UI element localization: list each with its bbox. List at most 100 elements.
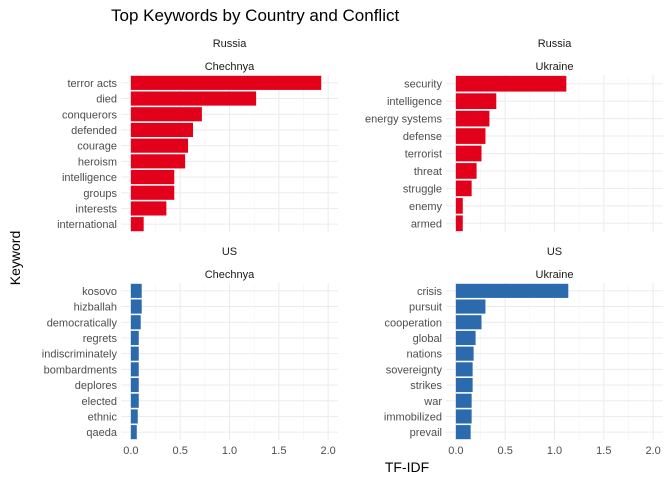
y-tick-label: immobilized xyxy=(384,411,442,423)
y-tick-label: security xyxy=(404,79,442,91)
y-tick-label: bombardments xyxy=(44,364,118,376)
y-tick-label: war xyxy=(423,396,442,408)
y-tick-label: threat xyxy=(414,166,442,178)
x-axis-title: TF-IDF xyxy=(385,459,429,475)
bar xyxy=(455,393,472,408)
bar xyxy=(130,122,194,138)
bar xyxy=(455,93,497,110)
bar xyxy=(130,346,139,361)
bar xyxy=(130,201,167,216)
bar xyxy=(455,145,482,162)
y-tick-label: cooperation xyxy=(385,317,443,329)
bar xyxy=(455,330,476,346)
x-tick-label: 2.0 xyxy=(320,445,335,457)
bar xyxy=(455,110,490,127)
bar xyxy=(455,409,472,424)
bar xyxy=(130,393,139,408)
y-tick-label: defended xyxy=(71,125,117,137)
facet-label-conflict: Ukraine xyxy=(536,61,574,73)
y-tick-label: struggle xyxy=(403,183,442,195)
facet-label-country: US xyxy=(547,246,562,258)
y-tick-label: prevail xyxy=(410,427,442,439)
y-tick-label: crisis xyxy=(417,286,443,298)
bar xyxy=(455,180,472,197)
bar xyxy=(130,330,139,346)
x-tick-label: 1.5 xyxy=(596,445,611,457)
y-tick-label: elected xyxy=(82,396,117,408)
bar xyxy=(130,107,202,122)
y-tick-label: heroism xyxy=(78,156,117,168)
y-tick-label: died xyxy=(96,94,117,106)
y-tick-label: courage xyxy=(77,141,117,153)
y-tick-label: deplores xyxy=(75,380,118,392)
x-tick-label: 0.0 xyxy=(123,445,138,457)
y-tick-label: pursuit xyxy=(409,302,442,314)
facet-label-country: Russia xyxy=(538,38,573,50)
y-tick-label: intelligence xyxy=(387,96,442,108)
bar xyxy=(130,217,144,232)
bar xyxy=(130,409,138,424)
y-axis-title: Keyword xyxy=(7,231,23,285)
y-tick-label: indiscriminately xyxy=(42,349,118,361)
bar xyxy=(130,138,189,153)
chart-title: Top Keywords by Country and Conflict xyxy=(111,6,399,25)
bar xyxy=(130,425,137,440)
bar xyxy=(130,283,142,298)
bar xyxy=(130,91,257,106)
bar xyxy=(455,362,473,377)
bar xyxy=(455,346,474,361)
x-tick-label: 1.0 xyxy=(547,445,562,457)
y-tick-label: international xyxy=(57,219,117,231)
x-tick-label: 1.5 xyxy=(271,445,286,457)
bar xyxy=(455,163,477,179)
y-tick-label: defense xyxy=(403,131,442,143)
y-tick-label: strikes xyxy=(410,380,442,392)
y-tick-label: interests xyxy=(75,203,117,215)
y-tick-label: enemy xyxy=(409,201,443,213)
bar xyxy=(130,362,139,377)
y-tick-label: groups xyxy=(83,188,117,200)
bar xyxy=(130,185,175,200)
x-tick-label: 0.0 xyxy=(448,445,463,457)
y-tick-label: democratically xyxy=(47,317,118,329)
facet-label-conflict: Chechnya xyxy=(205,269,255,281)
facet-label-country: Russia xyxy=(213,38,248,50)
y-tick-label: intelligence xyxy=(62,172,117,184)
bar xyxy=(455,283,569,298)
x-tick-label: 0.5 xyxy=(173,445,188,457)
y-tick-label: qaeda xyxy=(86,427,117,439)
x-tick-label: 0.5 xyxy=(498,445,513,457)
bar xyxy=(455,299,486,314)
bar xyxy=(455,128,486,144)
y-tick-label: nations xyxy=(407,349,443,361)
bar xyxy=(455,425,471,440)
facet-label-conflict: Ukraine xyxy=(536,269,574,281)
bar xyxy=(455,215,463,232)
bar xyxy=(130,315,141,330)
y-tick-label: regrets xyxy=(83,333,118,345)
y-tick-label: kosovo xyxy=(82,286,117,298)
x-tick-label: 1.0 xyxy=(222,445,237,457)
bar xyxy=(130,75,322,90)
y-tick-label: conquerors xyxy=(62,109,118,121)
bar xyxy=(130,299,142,314)
y-tick-label: ethnic xyxy=(88,411,118,423)
y-tick-label: sovereignty xyxy=(386,364,443,376)
y-tick-label: global xyxy=(413,333,442,345)
bar xyxy=(455,315,482,330)
bar xyxy=(455,377,473,393)
bar xyxy=(130,377,139,393)
facet-label-country: US xyxy=(222,246,237,258)
bar xyxy=(130,154,186,169)
y-tick-label: terror acts xyxy=(67,78,117,90)
bar xyxy=(130,169,175,185)
facet-label-conflict: Chechnya xyxy=(205,61,255,73)
y-tick-label: hizballah xyxy=(74,302,117,314)
bar xyxy=(455,197,463,214)
x-tick-label: 2.0 xyxy=(645,445,660,457)
bar xyxy=(455,75,567,92)
y-tick-label: energy systems xyxy=(365,114,443,126)
y-tick-label: armed xyxy=(411,218,442,230)
